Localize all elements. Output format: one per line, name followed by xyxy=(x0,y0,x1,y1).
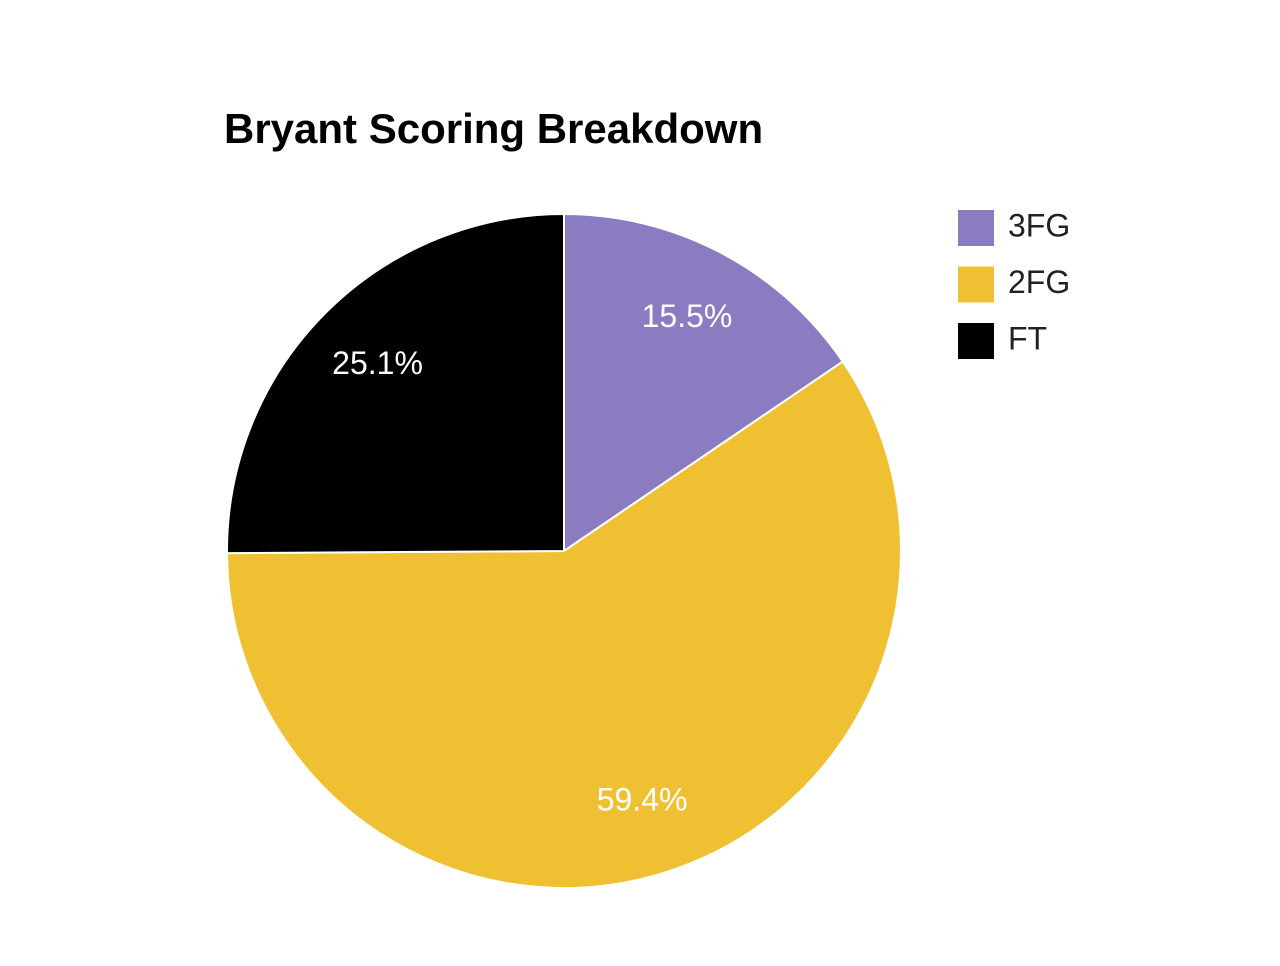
slice-label: 15.5% xyxy=(642,298,733,334)
pie-slice xyxy=(226,212,565,555)
legend-swatch xyxy=(958,323,994,359)
slice-label: 25.1% xyxy=(332,345,423,381)
legend-swatch xyxy=(958,210,994,246)
legend-label: 3FG xyxy=(1008,207,1070,243)
legend-swatch xyxy=(958,266,994,303)
pie-slice xyxy=(225,360,902,889)
pie-slice xyxy=(563,212,845,553)
legend-label: FT xyxy=(1008,320,1047,356)
chart-title: Bryant Scoring Breakdown xyxy=(224,105,763,152)
slice-label: 59.4% xyxy=(597,781,688,817)
legend-label: 2FG xyxy=(1008,264,1070,300)
